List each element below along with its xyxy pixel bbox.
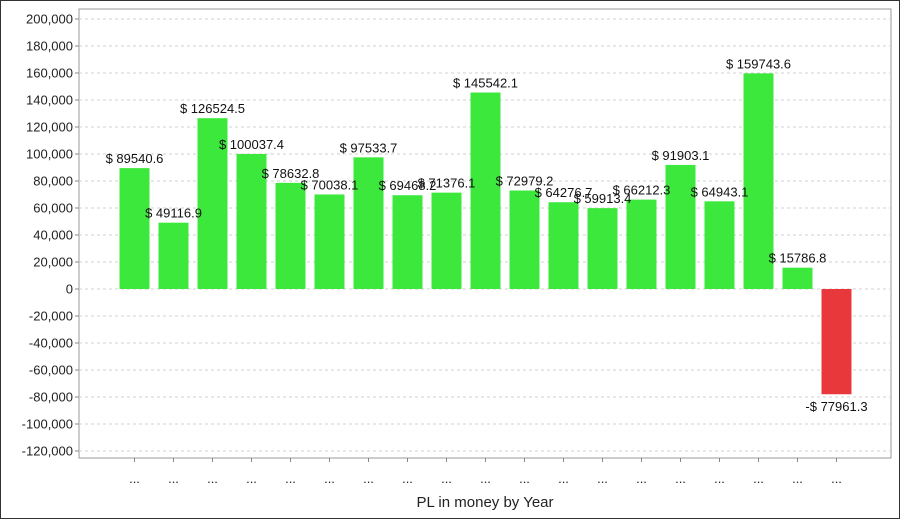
bar	[704, 201, 735, 289]
data-label: $ 89540.6	[106, 151, 164, 166]
x-axis-title: PL in money by Year	[416, 494, 553, 511]
y-tick-label: 80,000	[33, 174, 73, 189]
bar	[119, 168, 150, 289]
y-tick-label: 120,000	[26, 120, 73, 135]
bar	[158, 222, 189, 289]
bar	[821, 289, 852, 395]
y-tick-label: 100,000	[26, 147, 73, 162]
x-tick-label: ...	[363, 471, 374, 486]
data-label: $ 72979.2	[496, 173, 554, 188]
data-label: $ 71376.1	[418, 176, 476, 191]
x-tick-label: ...	[168, 471, 179, 486]
x-tick-label: ...	[714, 471, 725, 486]
bar	[548, 202, 579, 289]
x-tick-label: ...	[324, 471, 335, 486]
y-tick-label: 140,000	[26, 93, 73, 108]
bar	[314, 194, 345, 289]
data-label: $ 91903.1	[652, 148, 710, 163]
x-tick-label: ...	[402, 471, 413, 486]
bar	[353, 157, 384, 289]
y-tick-label: 40,000	[33, 228, 73, 243]
data-label: $ 64276.7	[535, 185, 593, 200]
x-tick-label: ...	[636, 471, 647, 486]
bar	[275, 182, 306, 289]
x-tick-label: ...	[597, 471, 608, 486]
x-tick-label: ...	[831, 471, 842, 486]
bar	[470, 92, 501, 290]
bar	[197, 118, 228, 289]
y-tick-label: -40,000	[29, 336, 73, 351]
bar	[665, 164, 696, 289]
data-label: $ 159743.6	[726, 56, 791, 71]
data-label: $ 70038.1	[301, 177, 359, 192]
x-tick-label: ...	[129, 471, 140, 486]
y-tick-label: 20,000	[33, 255, 73, 270]
bar	[392, 195, 423, 289]
data-label: $ 66212.3	[613, 183, 671, 198]
y-tick-label: -100,000	[22, 417, 73, 432]
x-tick-label: ...	[558, 471, 569, 486]
y-tick-label: 160,000	[26, 66, 73, 81]
x-tick-label: ...	[480, 471, 491, 486]
x-tick-label: ...	[753, 471, 764, 486]
bar	[782, 267, 813, 289]
y-tick-label: 0	[66, 282, 73, 297]
y-tick-label: 60,000	[33, 201, 73, 216]
y-tick-label: -60,000	[29, 363, 73, 378]
data-label: $ 97533.7	[340, 140, 398, 155]
x-axis-ticks: ........................................…	[129, 458, 842, 486]
x-tick-label: ...	[441, 471, 452, 486]
data-label: $ 64943.1	[691, 184, 749, 199]
bar	[509, 190, 540, 289]
data-label: $ 69468.2	[379, 178, 437, 193]
bar	[431, 192, 462, 289]
data-label: $ 15786.8	[769, 251, 827, 266]
y-axis-ticks: 200,000 180,000 160,000 140,000 120,000 100,0…	[22, 12, 79, 459]
data-label: $ 59913.4	[574, 191, 632, 206]
y-tick-label: 180,000	[26, 39, 73, 54]
data-label: $ 126524.5	[180, 101, 245, 116]
x-tick-label: ...	[246, 471, 257, 486]
x-tick-label: ...	[207, 471, 218, 486]
y-tick-label: -20,000	[29, 309, 73, 324]
data-label: $ 78632.8	[262, 166, 320, 181]
bar	[236, 153, 267, 289]
bar	[587, 208, 618, 289]
x-tick-label: ...	[675, 471, 686, 486]
data-label: $ 100037.4	[219, 137, 284, 152]
data-label: $ 49116.9	[145, 206, 202, 221]
data-label: -$ 77961.3	[805, 399, 867, 414]
y-tick-label: -120,000	[22, 444, 73, 459]
bar	[743, 73, 774, 290]
bars	[119, 73, 852, 395]
bar	[626, 199, 657, 289]
data-labels: $ 89540.6 $ 49116.9 $ 126524.5 $ 100037.4 $ …	[106, 56, 868, 414]
data-label: $ 145542.1	[453, 76, 518, 91]
x-tick-label: ...	[285, 471, 296, 486]
x-tick-label: ...	[519, 471, 530, 486]
y-tick-label: -80,000	[29, 390, 73, 405]
x-tick-label: ...	[792, 471, 803, 486]
y-tick-label: 200,000	[26, 12, 73, 27]
